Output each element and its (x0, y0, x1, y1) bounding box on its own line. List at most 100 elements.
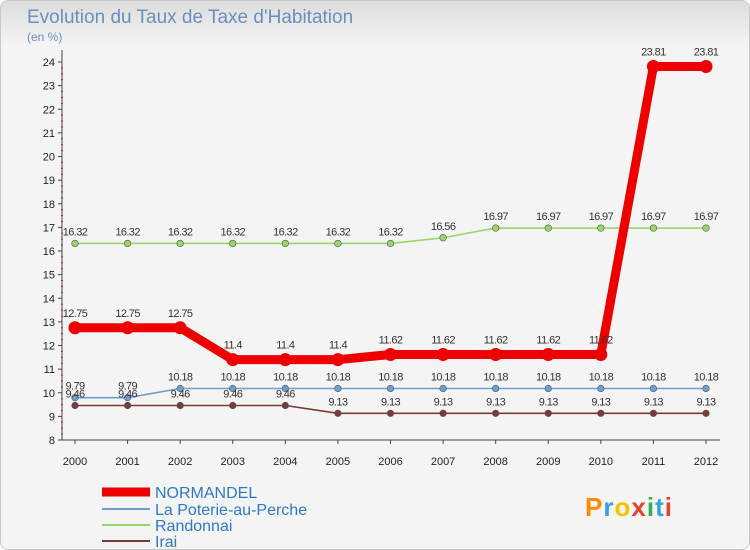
data-point-randonnai (281, 239, 289, 248)
logo-letter: P (585, 492, 603, 522)
y-minor-tick (61, 209, 63, 211)
data-point-la-poterie-au-perche (281, 384, 289, 393)
data-label-normandel: 11.62 (589, 334, 613, 346)
data-point-randonnai (492, 224, 500, 232)
y-minor-tick (61, 102, 63, 104)
data-point-normandel (541, 347, 555, 361)
y-tick-label: 20 (43, 152, 55, 164)
data-point-irai (702, 409, 710, 417)
chart-subtitle: (en %) (27, 30, 63, 44)
y-minor-tick (61, 327, 63, 329)
data-label-randonnai: 16.97 (483, 211, 508, 223)
data-label-irai: 9.13 (381, 396, 400, 408)
data-point-normandel (646, 59, 660, 73)
y-tick-label: 11 (44, 364, 55, 376)
x-tick-label: 2003 (221, 456, 245, 468)
logo-letter: r (603, 492, 614, 522)
data-label-randonnai: 16.32 (168, 226, 193, 238)
y-minor-tick (61, 215, 63, 217)
y-minor-tick (61, 262, 63, 264)
data-label-la-poterie-au-perche: 10.18 (273, 371, 298, 383)
data-point-irai (597, 409, 605, 417)
y-minor-tick (61, 79, 63, 81)
y-tick-label: 14 (43, 293, 55, 305)
data-label-randonnai: 16.32 (220, 226, 245, 238)
y-minor-tick (61, 362, 63, 364)
y-tick-label: 8 (49, 435, 55, 447)
legend-label-normandel: NORMANDEL (155, 485, 257, 502)
data-label-la-poterie-au-perche: 10.18 (431, 371, 456, 383)
data-label-randonnai: 16.97 (694, 211, 719, 223)
data-point-normandel (489, 347, 503, 361)
data-label-la-poterie-au-perche: 9.79 (118, 381, 137, 393)
data-point-la-poterie-au-perche (597, 384, 605, 393)
y-minor-tick (61, 73, 63, 75)
data-point-irai (334, 409, 342, 417)
data-label-randonnai: 16.32 (273, 226, 298, 238)
logo-letter: i (665, 492, 673, 522)
y-tick-label: 22 (43, 104, 55, 116)
data-point-normandel (278, 353, 292, 367)
y-tick-label: 18 (43, 199, 55, 211)
data-point-irai (229, 401, 237, 410)
y-tick-label: 16 (43, 246, 55, 258)
y-minor-tick (61, 138, 63, 140)
data-point-la-poterie-au-perche (649, 384, 658, 393)
data-point-irai (123, 401, 132, 410)
data-label-la-poterie-au-perche: 10.18 (220, 371, 245, 383)
x-tick-label: 2010 (589, 456, 613, 468)
data-label-la-poterie-au-perche: 9.79 (65, 381, 84, 393)
y-minor-tick (61, 96, 63, 98)
data-point-normandel (68, 321, 82, 335)
y-minor-tick (61, 144, 63, 146)
y-minor-tick (61, 333, 63, 335)
data-label-la-poterie-au-perche: 10.18 (378, 371, 403, 383)
data-label-normandel: 11.4 (224, 340, 243, 352)
data-label-la-poterie-au-perche: 10.18 (168, 371, 193, 383)
y-minor-tick (61, 350, 63, 352)
data-label-normandel: 12.75 (115, 308, 140, 320)
data-point-normandel (121, 321, 135, 335)
data-point-randonnai (597, 224, 605, 232)
y-minor-tick (61, 291, 63, 293)
data-label-normandel: 23.81 (641, 46, 666, 58)
y-minor-tick (61, 114, 63, 116)
x-tick-label: 2002 (168, 456, 192, 468)
data-label-randonnai: 16.97 (641, 211, 666, 223)
data-label-normandel: 11.62 (484, 334, 508, 346)
y-minor-tick (61, 309, 63, 311)
data-point-irai (281, 401, 289, 410)
data-point-la-poterie-au-perche (439, 384, 447, 393)
y-minor-tick (61, 280, 63, 282)
y-minor-tick (61, 339, 63, 341)
axes: 8 9 10 11 12 13 14 15 16 17 18 19 20 21 22 23 24 2000 2001… (43, 50, 720, 468)
y-minor-tick (61, 404, 63, 406)
data-point-randonnai (649, 224, 658, 232)
data-label-normandel: 11.62 (431, 334, 455, 346)
x-tick-label: 2006 (378, 456, 402, 468)
data-point-irai (492, 409, 500, 417)
y-minor-tick (61, 238, 63, 240)
logo-letter: i (647, 492, 655, 522)
data-point-irai (386, 409, 395, 417)
x-tick-label: 2001 (115, 456, 139, 468)
y-minor-tick (61, 120, 63, 122)
data-point-normandel (436, 347, 450, 361)
data-point-randonnai (702, 224, 710, 232)
y-minor-tick (61, 303, 63, 305)
y-minor-tick (61, 167, 63, 169)
series-layer (68, 59, 713, 417)
y-minor-tick (61, 126, 63, 128)
y-minor-tick (61, 185, 63, 187)
data-label-randonnai: 16.97 (536, 211, 561, 223)
data-label-normandel: 11.62 (379, 334, 403, 346)
data-label-irai: 9.13 (539, 396, 558, 408)
data-label-irai: 9.13 (591, 396, 610, 408)
data-label-irai: 9.46 (118, 389, 137, 401)
data-label-irai: 9.13 (696, 396, 715, 408)
y-minor-tick (61, 268, 63, 270)
data-point-randonnai (123, 239, 132, 248)
data-label-irai: 9.46 (276, 389, 295, 401)
